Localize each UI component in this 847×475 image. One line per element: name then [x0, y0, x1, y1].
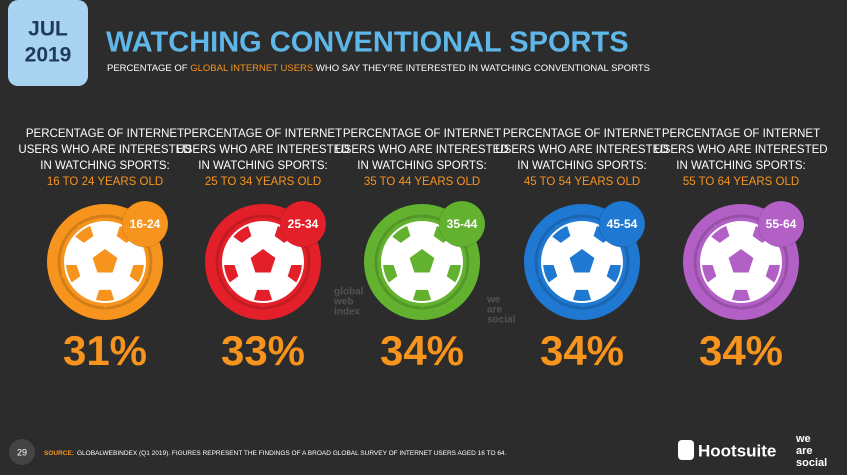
badge-month: JUL [28, 18, 68, 41]
source: SOURCE: GLOBALWEBINDEX (Q1 2019). FIGURES… [44, 450, 507, 457]
age-label: 35-44 [447, 217, 478, 231]
column-heading: PERCENTAGE OF INTERNET [662, 128, 820, 140]
watermark: we [486, 295, 501, 306]
age-label: 16-24 [130, 217, 161, 231]
ball-patch [391, 224, 411, 243]
age-range: 35 TO 44 YEARS OLD [364, 176, 480, 188]
ball-patch [95, 289, 115, 308]
title: WATCHING CONVENTIONAL SPORTS [106, 27, 629, 59]
ball-outline [700, 221, 782, 303]
page-badge [9, 439, 35, 465]
subtitle: PERCENTAGE OF GLOBAL INTERNET USERS WHO … [107, 63, 650, 74]
ball-outline [381, 221, 463, 303]
column-heading: USERS WHO ARE INTERESTED [495, 144, 668, 156]
ball-patch [412, 289, 432, 308]
partner: are [796, 445, 813, 457]
column-heading: PERCENTAGE OF INTERNET [184, 128, 342, 140]
watermark: social [487, 315, 516, 326]
age-range: 25 TO 34 YEARS OLD [205, 176, 321, 188]
column-heading: PERCENTAGE OF INTERNET [26, 128, 184, 140]
age-badge [757, 200, 805, 248]
brand: Hootsuite [698, 441, 776, 460]
ball-outline [64, 221, 146, 303]
column-heading: USERS WHO ARE INTERESTED [654, 144, 827, 156]
ball-outline [222, 221, 304, 303]
partner: we [795, 433, 811, 445]
subtitle-highlight: GLOBAL INTERNET USERS [190, 63, 313, 74]
value-label: 33% [221, 327, 305, 374]
age-range: 45 TO 54 YEARS OLD [524, 176, 640, 188]
ball-patch [710, 224, 730, 243]
ball-outline [541, 221, 623, 303]
source-label: SOURCE: [44, 450, 74, 457]
age-range: 16 TO 24 YEARS OLD [47, 176, 163, 188]
column-heading: IN WATCHING SPORTS: [357, 160, 487, 172]
date-badge [8, 0, 88, 86]
age-label: 45-54 [607, 217, 638, 231]
column-heading: IN WATCHING SPORTS: [198, 160, 328, 172]
watermark: global [334, 287, 364, 298]
ball-patch [74, 224, 94, 243]
column-heading: USERS WHO ARE INTERESTED [335, 144, 508, 156]
age-label: 55-64 [766, 217, 797, 231]
column-heading: PERCENTAGE OF INTERNET [503, 128, 661, 140]
subtitle-part: WHO SAY THEY’RE INTERESTED IN WATCHING C… [313, 63, 650, 74]
ball-patch [569, 249, 595, 273]
value-label: 31% [63, 327, 147, 374]
age-label: 25-34 [288, 217, 319, 231]
ball-patch [250, 249, 276, 273]
ball-patch [572, 289, 592, 308]
ball-patch [551, 224, 571, 243]
watermark: web [333, 297, 353, 308]
ball-patch [253, 289, 273, 308]
owl-logo [678, 440, 694, 460]
age-badge [438, 200, 486, 248]
value-label: 34% [699, 327, 783, 374]
column-heading: IN WATCHING SPORTS: [40, 160, 170, 172]
column-heading: IN WATCHING SPORTS: [676, 160, 806, 172]
value-label: 34% [540, 327, 624, 374]
ball-patch [409, 249, 435, 273]
age-range: 55 TO 64 YEARS OLD [683, 176, 799, 188]
watermark: index [334, 307, 361, 318]
ball-patch [728, 249, 754, 273]
watermark: are [487, 305, 502, 316]
source-text: GLOBALWEBINDEX (Q1 2019). FIGURES REPRES… [77, 450, 507, 457]
column-heading: USERS WHO ARE INTERESTED [18, 144, 191, 156]
page-number: 29 [17, 447, 27, 457]
ball-patch [232, 224, 252, 243]
column-heading: IN WATCHING SPORTS: [517, 160, 647, 172]
ball-patch [92, 249, 118, 273]
age-badge [121, 200, 169, 248]
subtitle-part: PERCENTAGE OF [107, 63, 190, 74]
ball-patch [731, 289, 751, 308]
age-badge [598, 200, 646, 248]
age-badge [279, 200, 327, 248]
column-heading: USERS WHO ARE INTERESTED [176, 144, 349, 156]
column-heading: PERCENTAGE OF INTERNET [343, 128, 501, 140]
partner: social [796, 457, 827, 469]
badge-year: 2019 [25, 44, 72, 67]
value-label: 34% [380, 327, 464, 374]
